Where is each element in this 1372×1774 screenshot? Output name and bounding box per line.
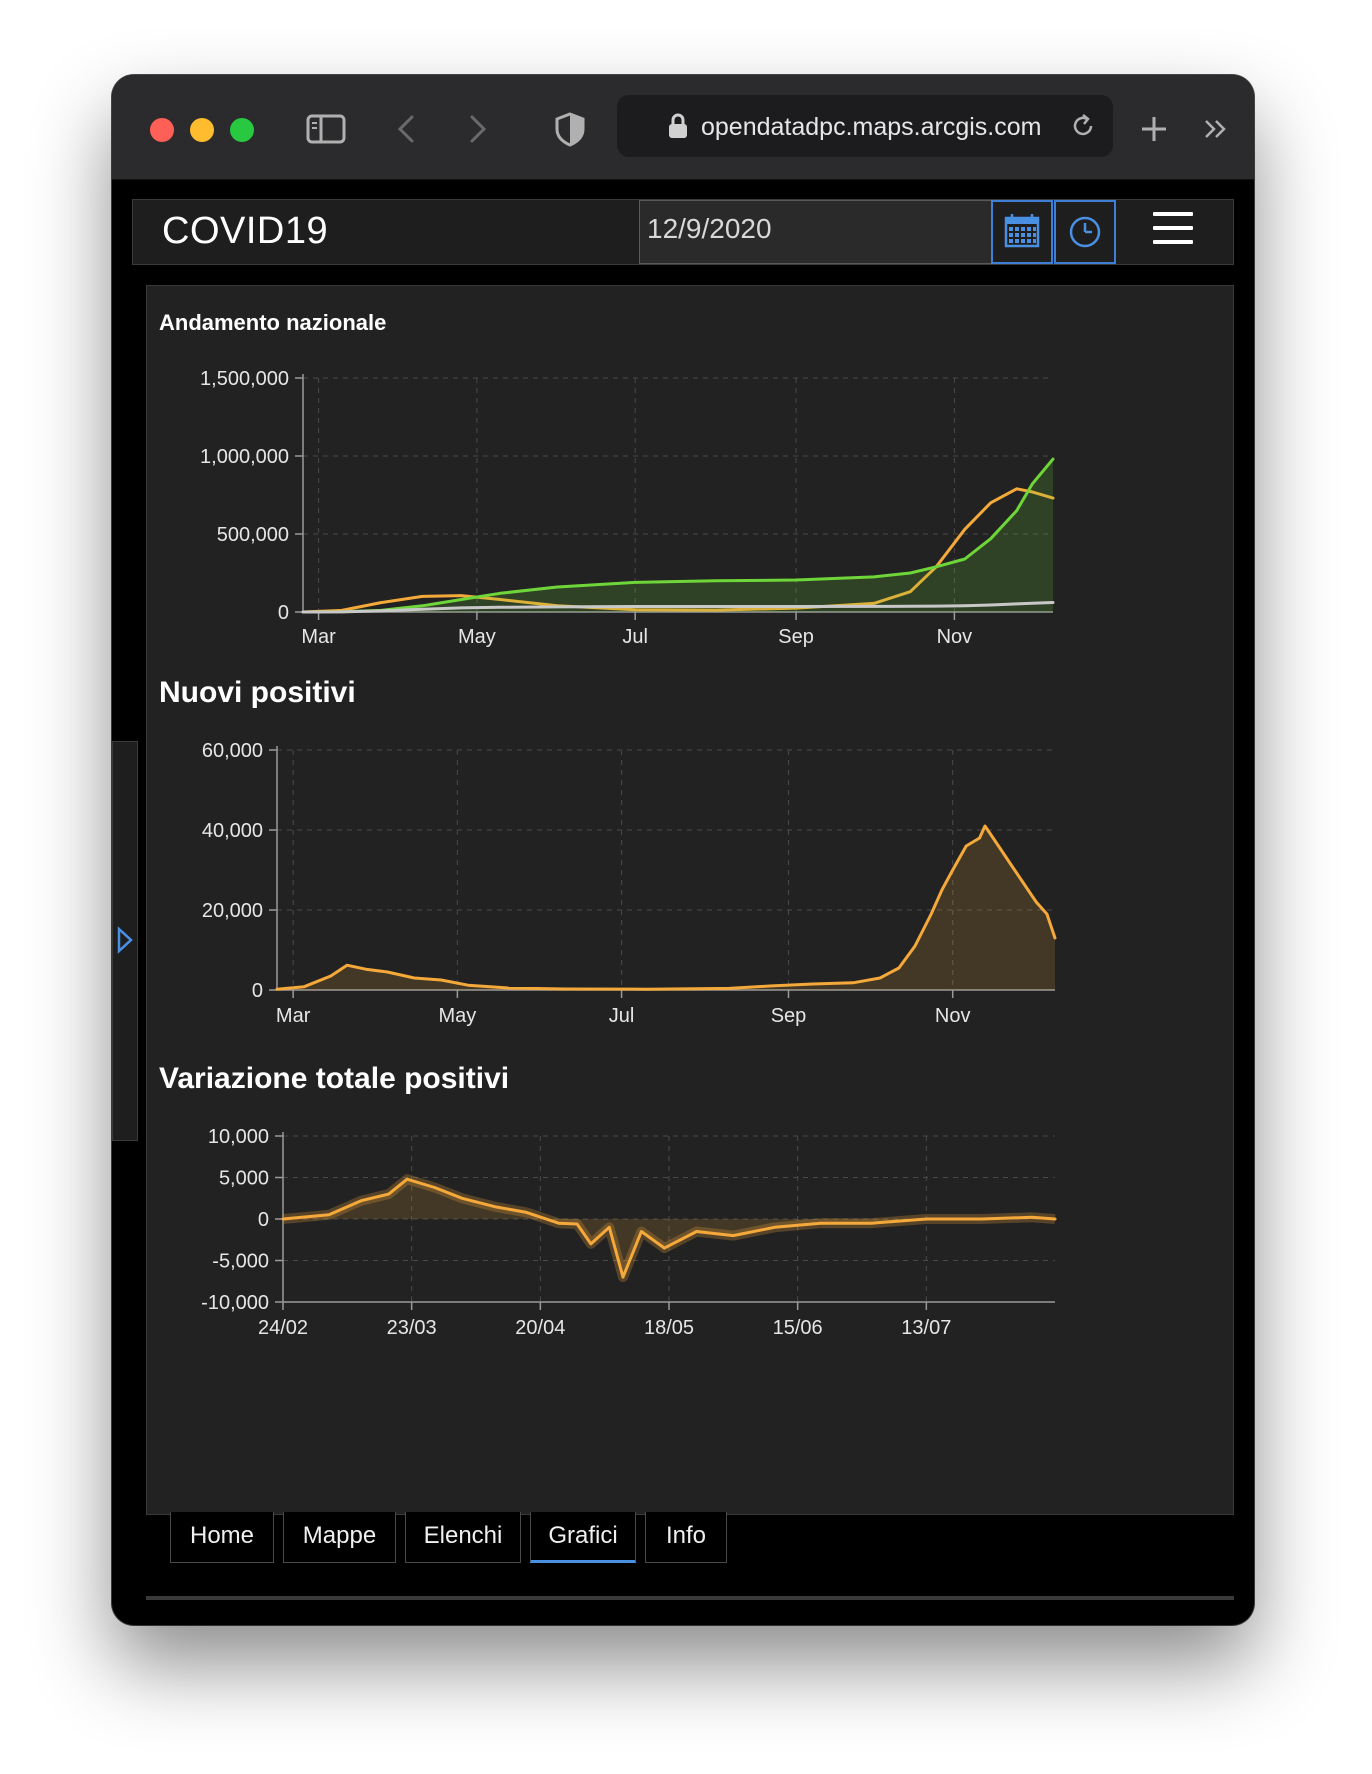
browser-window: opendatadpc.maps.arcgis.com COVID19 12/9… [112,75,1254,1625]
app-header: COVID19 12/9/2020 [132,199,1234,265]
menu-icon[interactable] [1153,212,1193,252]
y-tick-label: 5,000 [219,1168,269,1190]
browser-toolbar: opendatadpc.maps.arcgis.com [112,75,1254,180]
forward-icon[interactable] [454,109,498,149]
tab-grafici[interactable]: Grafici [530,1512,636,1563]
x-tick-label: 23/03 [387,1317,437,1339]
lock-icon [667,113,689,139]
x-tick-label: 13/07 [901,1317,951,1339]
url-text: opendatadpc.maps.arcgis.com [701,113,1041,142]
x-tick-label: 24/02 [258,1317,308,1339]
close-window-button[interactable] [150,118,174,142]
x-tick-label: 15/06 [773,1317,823,1339]
nuovi-positivi-chart: 0 20,000 40,000 60,000 Mar May Jul Sep Nov [147,726,1233,1066]
calendar-button[interactable] [991,200,1053,264]
x-tick-label: Sep [771,1005,807,1027]
back-icon[interactable] [386,109,430,149]
series-area [277,826,1055,990]
expand-arrow-icon[interactable] [116,926,134,954]
x-tick-label: May [458,626,496,648]
y-tick-label: 0 [278,602,289,624]
y-tick-label: -5,000 [212,1251,269,1273]
app-title: COVID19 [162,210,328,253]
tab-elenchi[interactable]: Elenchi [405,1512,521,1563]
y-tick-label: 1,500,000 [200,368,289,390]
y-tick-label: 40,000 [202,820,263,842]
date-input[interactable]: 12/9/2020 [639,200,992,264]
tab-home[interactable]: Home [170,1512,274,1563]
x-tick-label: Jul [622,626,648,648]
x-tick-label: 20/04 [515,1317,565,1339]
x-tick-label: Nov [937,626,973,648]
x-tick-label: 18/05 [644,1317,694,1339]
new-tab-icon[interactable] [1132,109,1176,149]
zoom-window-button[interactable] [230,118,254,142]
chart-title-andamento: Andamento nazionale [159,310,386,336]
x-tick-label: Sep [778,626,814,648]
tab-info[interactable]: Info [645,1512,727,1563]
calendar-icon [993,202,1051,262]
more-icon[interactable] [1194,109,1238,149]
chart-title-variazione: Variazione totale positivi [159,1062,509,1096]
reload-icon[interactable] [1069,111,1097,141]
shield-icon[interactable] [548,109,592,149]
side-panel-handle[interactable] [112,741,138,1141]
y-tick-label: 0 [258,1209,269,1231]
y-tick-label: 0 [252,980,263,1002]
andamento-chart: 0 500,000 1,000,000 1,500,000 Mar May Jul Sep No… [147,346,1233,676]
y-tick-label: -10,000 [201,1292,269,1314]
x-tick-label: Mar [301,626,336,648]
x-tick-label: Jul [609,1005,635,1027]
y-tick-label: 60,000 [202,740,263,762]
clock-button[interactable] [1054,200,1116,264]
variazione-chart: -10,000 -5,000 0 5,000 10,000 24/02 23/03 20/04… [147,1112,1233,1516]
x-tick-label: May [438,1005,476,1027]
series-area [303,459,1053,612]
series-area [283,1179,1055,1277]
minimize-window-button[interactable] [190,118,214,142]
y-tick-label: 10,000 [208,1126,269,1148]
address-bar[interactable]: opendatadpc.maps.arcgis.com [617,95,1113,157]
chart-title-nuovi: Nuovi positivi [159,676,356,710]
y-tick-label: 1,000,000 [200,446,289,468]
sidebar-icon[interactable] [304,109,348,149]
tab-mappe[interactable]: Mappe [283,1512,396,1563]
x-tick-label: Nov [935,1005,971,1027]
bottom-divider [146,1596,1234,1600]
charts-panel: Andamento nazionale 0 500,000 1,000,000 1,5… [146,285,1234,1515]
x-tick-label: Mar [276,1005,311,1027]
clock-icon [1056,202,1114,262]
y-tick-label: 20,000 [202,900,263,922]
y-tick-label: 500,000 [217,524,289,546]
